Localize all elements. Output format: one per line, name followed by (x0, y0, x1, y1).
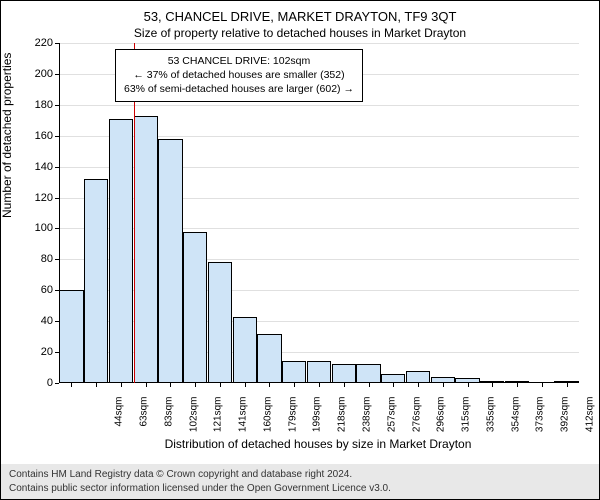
x-tick-mark (71, 383, 72, 387)
bar (134, 116, 158, 383)
x-tick-mark (121, 383, 122, 387)
y-tick-label: 40 (23, 315, 53, 327)
bar (109, 119, 133, 383)
y-tick-label: 200 (23, 68, 53, 80)
bar (282, 361, 306, 383)
y-tick-label: 60 (23, 284, 53, 296)
x-tick-mark (369, 383, 370, 387)
x-tick-mark (443, 383, 444, 387)
bar (356, 364, 380, 383)
x-tick-mark (393, 383, 394, 387)
plot-area: 02040608010012014016018020022044sqm63sqm… (59, 43, 579, 383)
x-tick-mark (344, 383, 345, 387)
y-tick-label: 0 (23, 377, 53, 389)
annotation-box: 53 CHANCEL DRIVE: 102sqm← 37% of detache… (115, 49, 363, 102)
bar (158, 139, 182, 383)
bar (307, 361, 331, 383)
x-tick-mark (195, 383, 196, 387)
y-axis-label: Number of detached properties (0, 53, 14, 218)
bar (183, 232, 207, 383)
y-tick-label: 20 (23, 346, 53, 358)
bar (208, 262, 232, 383)
x-tick-mark (96, 383, 97, 387)
y-tick-label: 220 (23, 37, 53, 49)
x-tick-mark (492, 383, 493, 387)
annotation-line: 63% of semi-detached houses are larger (… (124, 82, 354, 96)
footer-line-2: Contains public sector information licen… (9, 482, 591, 496)
y-tick-mark (55, 383, 59, 384)
grid-line (59, 43, 579, 44)
x-tick-mark (542, 383, 543, 387)
bar (84, 179, 108, 383)
footer-attribution: Contains HM Land Registry data © Crown c… (1, 464, 599, 499)
bar (257, 334, 281, 383)
y-tick-label: 80 (23, 253, 53, 265)
annotation-line: ← 37% of detached houses are smaller (35… (124, 68, 354, 82)
x-tick-mark (418, 383, 419, 387)
x-tick-mark (319, 383, 320, 387)
footer-line-1: Contains HM Land Registry data © Crown c… (9, 468, 591, 482)
bar (59, 290, 83, 383)
x-tick-mark (294, 383, 295, 387)
y-tick-label: 120 (23, 192, 53, 204)
y-tick-label: 100 (23, 222, 53, 234)
x-tick-mark (567, 383, 568, 387)
y-tick-label: 140 (23, 161, 53, 173)
chart-subtitle: Size of property relative to detached ho… (1, 26, 599, 40)
x-tick-mark (245, 383, 246, 387)
annotation-line: 53 CHANCEL DRIVE: 102sqm (124, 54, 354, 68)
x-tick-mark (170, 383, 171, 387)
x-tick-mark (269, 383, 270, 387)
bar (332, 364, 356, 383)
chart-container: 53, CHANCEL DRIVE, MARKET DRAYTON, TF9 3… (0, 0, 600, 500)
bar (233, 317, 257, 383)
x-tick-mark (220, 383, 221, 387)
x-tick-mark (468, 383, 469, 387)
grid-line (59, 105, 579, 106)
y-tick-label: 160 (23, 130, 53, 142)
x-tick-mark (517, 383, 518, 387)
x-axis-label: Distribution of detached houses by size … (19, 437, 600, 451)
x-tick-mark (146, 383, 147, 387)
chart-title: 53, CHANCEL DRIVE, MARKET DRAYTON, TF9 3… (1, 9, 599, 24)
y-tick-label: 180 (23, 99, 53, 111)
y-axis-line (59, 43, 60, 383)
